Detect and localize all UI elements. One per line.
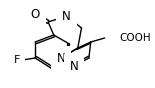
Text: N: N (70, 59, 78, 73)
Text: COOH: COOH (120, 33, 151, 43)
Text: F: F (13, 55, 20, 65)
Text: O: O (31, 7, 40, 21)
Text: N: N (57, 51, 66, 65)
Text: N: N (62, 10, 71, 23)
